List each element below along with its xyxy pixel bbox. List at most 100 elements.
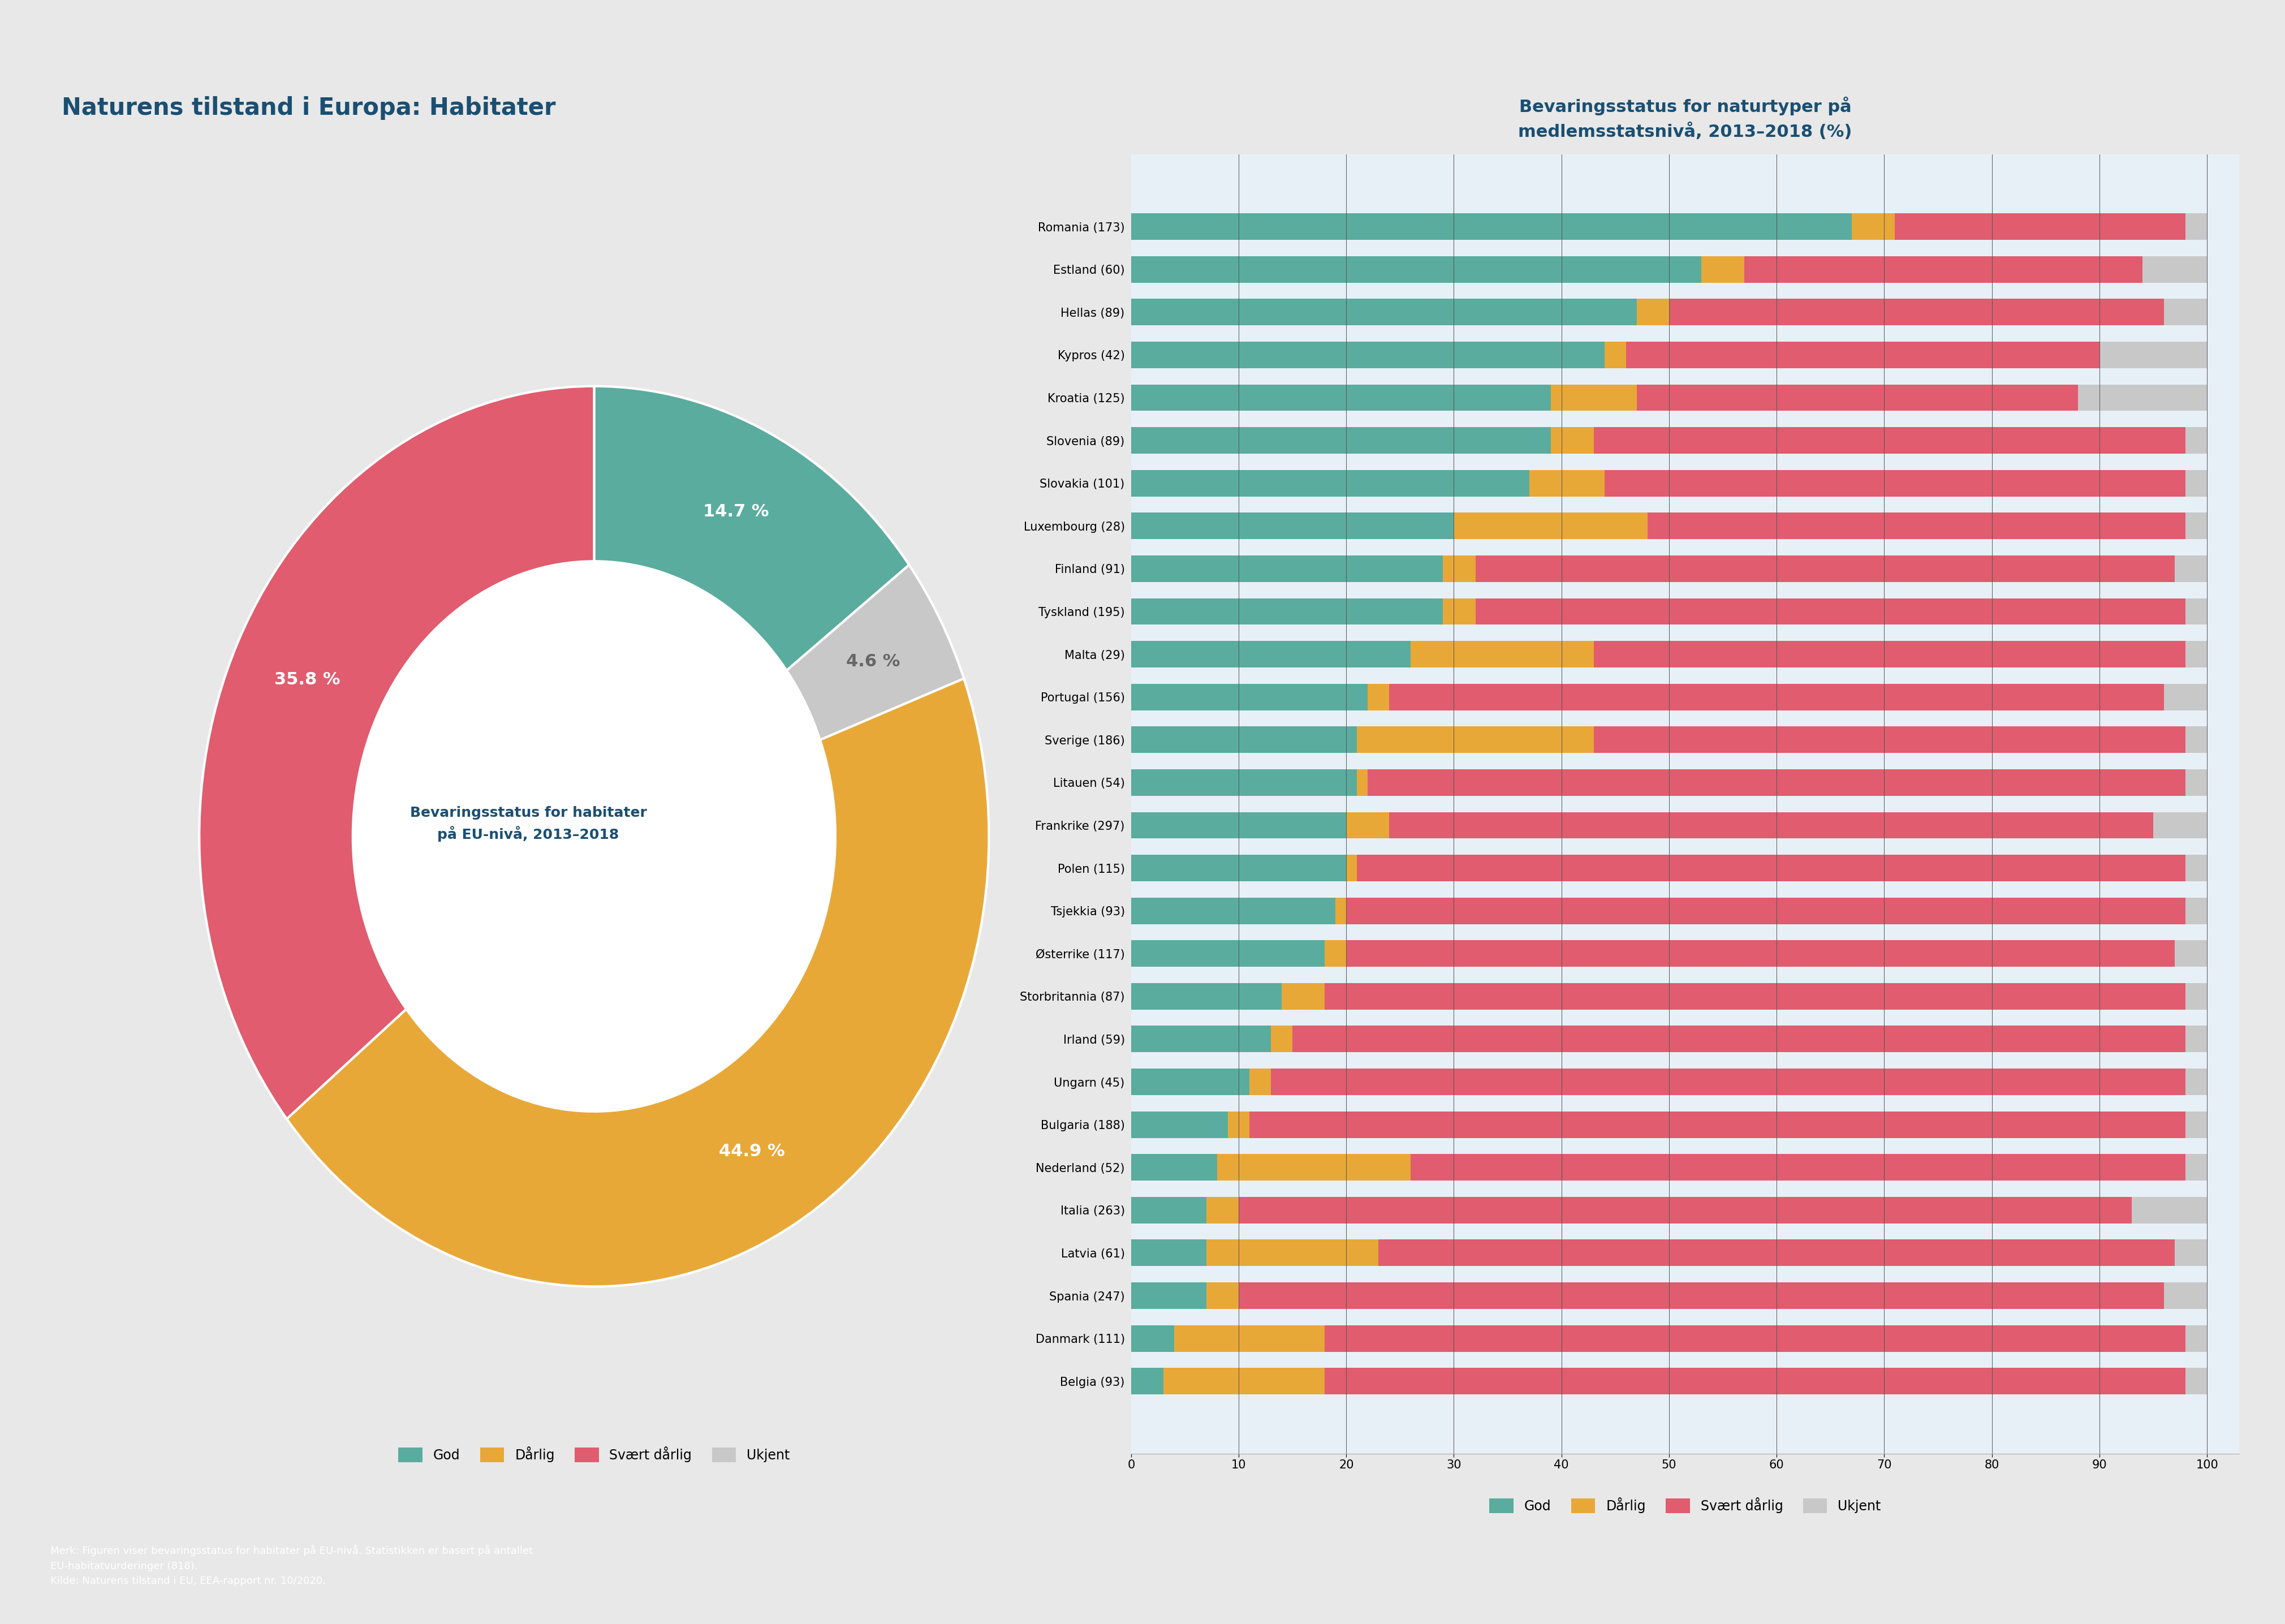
Bar xyxy=(1131,940,1325,966)
Bar xyxy=(1131,427,1552,453)
Bar xyxy=(1593,726,2184,754)
Bar xyxy=(2100,341,2207,369)
Bar xyxy=(1131,385,1552,411)
Bar xyxy=(2184,427,2207,453)
Bar xyxy=(2164,1283,2207,1309)
Bar xyxy=(1131,684,1369,710)
Bar xyxy=(2077,385,2207,411)
Circle shape xyxy=(352,562,836,1111)
Bar xyxy=(1325,983,2184,1010)
Bar xyxy=(1131,598,1444,625)
Bar xyxy=(1250,1111,2184,1138)
Bar xyxy=(1250,1069,1270,1095)
Bar xyxy=(1346,812,1389,838)
Wedge shape xyxy=(786,565,964,741)
Bar xyxy=(1131,1026,1270,1052)
Bar xyxy=(1131,1069,1250,1095)
Bar xyxy=(1270,1026,1293,1052)
Bar xyxy=(1894,213,2184,240)
Bar xyxy=(1593,641,2184,667)
Bar xyxy=(1636,299,1668,325)
Bar xyxy=(1227,1111,1250,1138)
Bar xyxy=(1369,684,1389,710)
Bar xyxy=(2184,1367,2207,1395)
Bar xyxy=(1444,598,1476,625)
Bar xyxy=(2164,684,2207,710)
Bar xyxy=(1357,726,1593,754)
Bar xyxy=(1369,770,2184,796)
Bar xyxy=(1131,1197,1206,1223)
Bar xyxy=(1668,299,2164,325)
Bar xyxy=(2184,1111,2207,1138)
Bar xyxy=(1593,427,2184,453)
Bar xyxy=(1131,983,1282,1010)
Bar xyxy=(1131,1367,1163,1395)
Text: Merk: Figuren viser bevaringsstatus for habitater på EU-nivå. Statistikken er ba: Merk: Figuren viser bevaringsstatus for … xyxy=(50,1544,532,1587)
Bar xyxy=(1131,1283,1206,1309)
Bar xyxy=(1131,726,1357,754)
Bar xyxy=(1444,555,1476,581)
Bar xyxy=(1552,385,1636,411)
Bar xyxy=(1346,898,2184,924)
Bar xyxy=(1325,1325,2184,1351)
Bar xyxy=(1131,770,1357,796)
Wedge shape xyxy=(286,679,989,1286)
Bar xyxy=(1282,983,1325,1010)
Bar xyxy=(2152,812,2207,838)
Bar xyxy=(1218,1155,1410,1181)
Bar xyxy=(1131,812,1346,838)
Bar xyxy=(1647,513,2184,539)
Bar xyxy=(2184,983,2207,1010)
Bar xyxy=(1389,684,2164,710)
Bar xyxy=(2184,770,2207,796)
Bar xyxy=(1325,940,1346,966)
Bar xyxy=(1334,898,1346,924)
Bar xyxy=(2143,257,2207,283)
Bar xyxy=(1389,812,2152,838)
Text: 14.7 %: 14.7 % xyxy=(704,503,768,520)
Bar xyxy=(1131,257,1702,283)
Bar xyxy=(1131,898,1334,924)
Bar xyxy=(1410,1155,2184,1181)
Bar xyxy=(1131,299,1636,325)
Bar xyxy=(1851,213,1894,240)
Bar xyxy=(2164,299,2207,325)
Bar xyxy=(2175,1239,2207,1267)
Wedge shape xyxy=(594,387,909,671)
Bar xyxy=(1357,770,1369,796)
Bar xyxy=(1357,854,2184,882)
Bar xyxy=(2184,641,2207,667)
Bar xyxy=(2184,213,2207,240)
Bar xyxy=(1636,385,2077,411)
Bar xyxy=(1131,1239,1206,1267)
Bar xyxy=(1131,1111,1227,1138)
Text: 44.9 %: 44.9 % xyxy=(720,1143,784,1160)
Bar xyxy=(1627,341,2100,369)
Bar xyxy=(1476,598,2184,625)
Bar xyxy=(1325,1367,2184,1395)
Bar xyxy=(1238,1283,2164,1309)
Bar xyxy=(1346,854,1357,882)
Bar xyxy=(1206,1197,1238,1223)
Bar xyxy=(1131,513,1453,539)
Bar xyxy=(1604,469,2184,497)
Text: 4.6 %: 4.6 % xyxy=(845,653,900,669)
Bar xyxy=(1378,1239,2175,1267)
Bar xyxy=(2184,898,2207,924)
Bar xyxy=(1131,1325,1174,1351)
Text: Bevaringsstatus for habitater
på EU-nivå, 2013–2018: Bevaringsstatus for habitater på EU-nivå… xyxy=(409,806,647,841)
Bar xyxy=(1131,341,1604,369)
Bar xyxy=(1743,257,2143,283)
Bar xyxy=(1131,641,1410,667)
Bar xyxy=(1293,1026,2184,1052)
Bar xyxy=(1131,213,1851,240)
Bar xyxy=(1131,1155,1218,1181)
Bar xyxy=(2175,555,2207,581)
Bar xyxy=(1604,341,1627,369)
Bar xyxy=(1131,555,1444,581)
Legend: God, Dårlig, Svært dårlig, Ukjent: God, Dårlig, Svært dårlig, Ukjent xyxy=(1483,1492,1887,1518)
Bar xyxy=(1529,469,1604,497)
Bar xyxy=(2132,1197,2207,1223)
Bar xyxy=(2184,854,2207,882)
Bar xyxy=(1476,555,2175,581)
